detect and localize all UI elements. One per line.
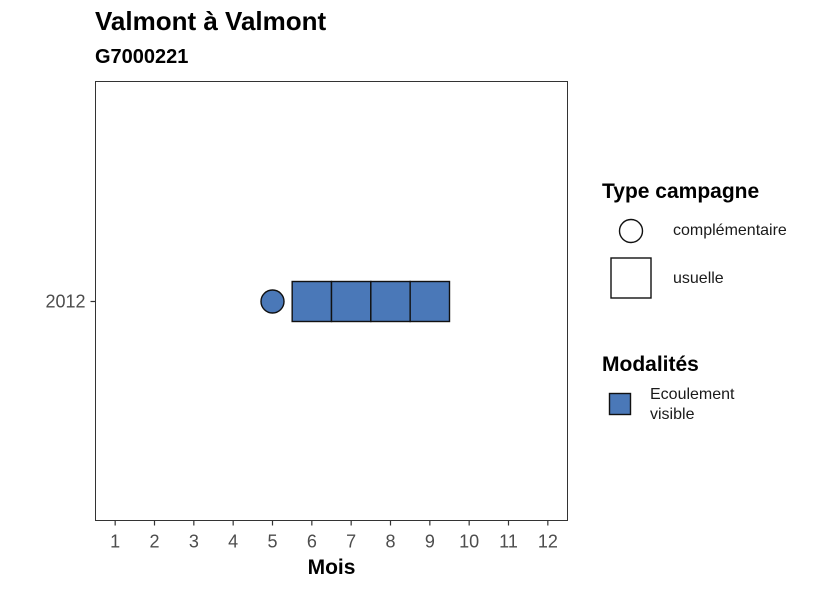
x-axis-label: Mois	[308, 556, 356, 579]
legend-label-complementaire: complémentaire	[673, 222, 787, 239]
legend-label-visible: visible	[650, 406, 695, 423]
x-tick-label: 8	[385, 532, 395, 552]
x-tick-label: 12	[538, 532, 558, 552]
chart-subtitle: G7000221	[95, 46, 189, 68]
x-tick-label: 3	[189, 532, 199, 552]
data-point-circle	[260, 289, 285, 314]
x-tick-label: 9	[425, 532, 435, 552]
x-tick-label: 2	[149, 532, 159, 552]
legend-square-key	[610, 257, 652, 299]
data-point-square	[330, 280, 372, 323]
data-point-square	[370, 280, 411, 323]
legend-label-usuelle: usuelle	[673, 270, 724, 287]
y-tick-label: 2012	[45, 292, 85, 312]
legend-title-type-campagne: Type campagne	[602, 180, 760, 203]
legend-circle-key	[618, 218, 644, 244]
x-tick-label: 4	[228, 532, 238, 552]
x-tick-label: 7	[346, 532, 356, 552]
x-tick-label: 11	[499, 532, 518, 552]
legend-title-modalites: Modalités	[602, 353, 699, 376]
legend-fill-key-ecoulement-visible	[608, 392, 632, 416]
legend-label-ecoulement: Ecoulement	[650, 386, 735, 403]
x-tick-label: 10	[459, 532, 479, 552]
chart-title: Valmont à Valmont	[95, 6, 327, 36]
x-tick-label: 1	[110, 532, 120, 552]
data-point-square	[291, 280, 333, 323]
x-tick-label: 5	[267, 532, 277, 552]
data-point-square	[409, 280, 451, 323]
x-tick-label: 6	[307, 532, 317, 552]
